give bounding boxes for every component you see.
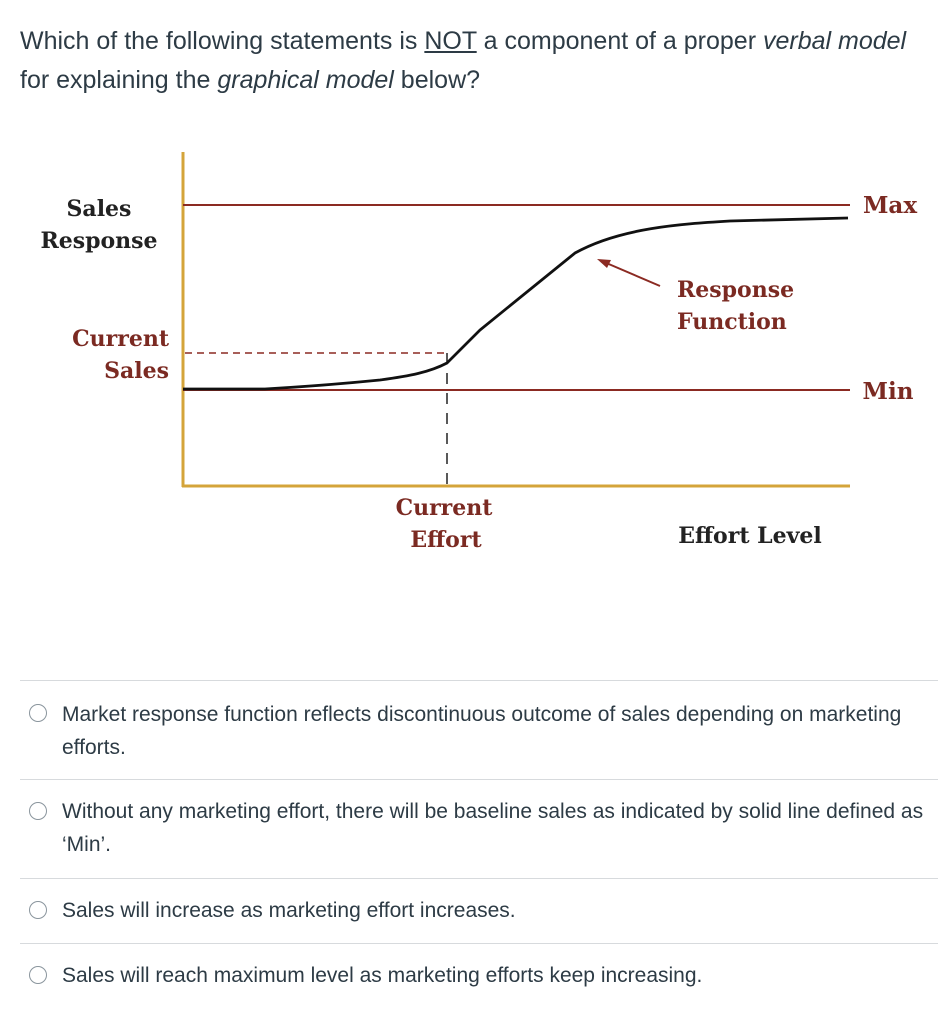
response-function-label-line1: Response [677,277,794,303]
radio-button[interactable] [29,802,47,820]
arrow-head [597,259,611,268]
answer-option[interactable]: Without any marketing effort, there will… [20,779,938,878]
answer-option-text[interactable]: Market response function reflects discon… [62,703,902,759]
y-axis-label-line2: Response [40,228,157,254]
answer-option-text[interactable]: Sales will reach maximum level as market… [62,964,703,987]
answer-option-text[interactable]: Sales will increase as marketing effort … [62,899,516,922]
y-axis-label-line1: Sales [67,196,132,222]
question-part4: below? [393,66,481,94]
question-verbal-model: verbal model [762,27,907,55]
response-function-arrow [603,261,661,287]
answer-option-text[interactable]: Without any marketing effort, there will… [62,800,924,856]
x-axis-label: Effort Level [678,523,822,549]
current-sales-label-line1: Current [72,326,170,352]
max-label: Max [863,192,917,219]
question-graphical-model: graphical model [217,66,394,94]
current-sales-label-line2: Sales [104,358,169,384]
response-function-label-line2: Function [677,309,787,335]
current-effort-label-line1: Current [396,495,494,521]
radio-button[interactable] [29,901,47,919]
response-function-diagram: Sales Response Current Sales Max Min Res… [40,152,917,553]
response-curve [183,216,849,391]
answer-option[interactable]: Sales will increase as marketing effort … [20,878,938,943]
question-part3: for explaining the [20,66,218,94]
radio-button[interactable] [29,704,47,722]
radio-button[interactable] [29,966,47,984]
question-part2: a component of a proper [476,27,763,55]
question-text: Which of the following statements is NOT… [20,22,920,100]
answer-option[interactable]: Market response function reflects discon… [20,680,938,779]
current-effort-label-line2: Effort [410,527,482,553]
answer-options: Market response function reflects discon… [20,680,938,1003]
min-label: Min [863,378,914,405]
question-not: NOT [424,27,477,55]
answer-option[interactable]: Sales will reach maximum level as market… [20,943,938,1003]
question-part1: Which of the following statements is [20,27,425,55]
